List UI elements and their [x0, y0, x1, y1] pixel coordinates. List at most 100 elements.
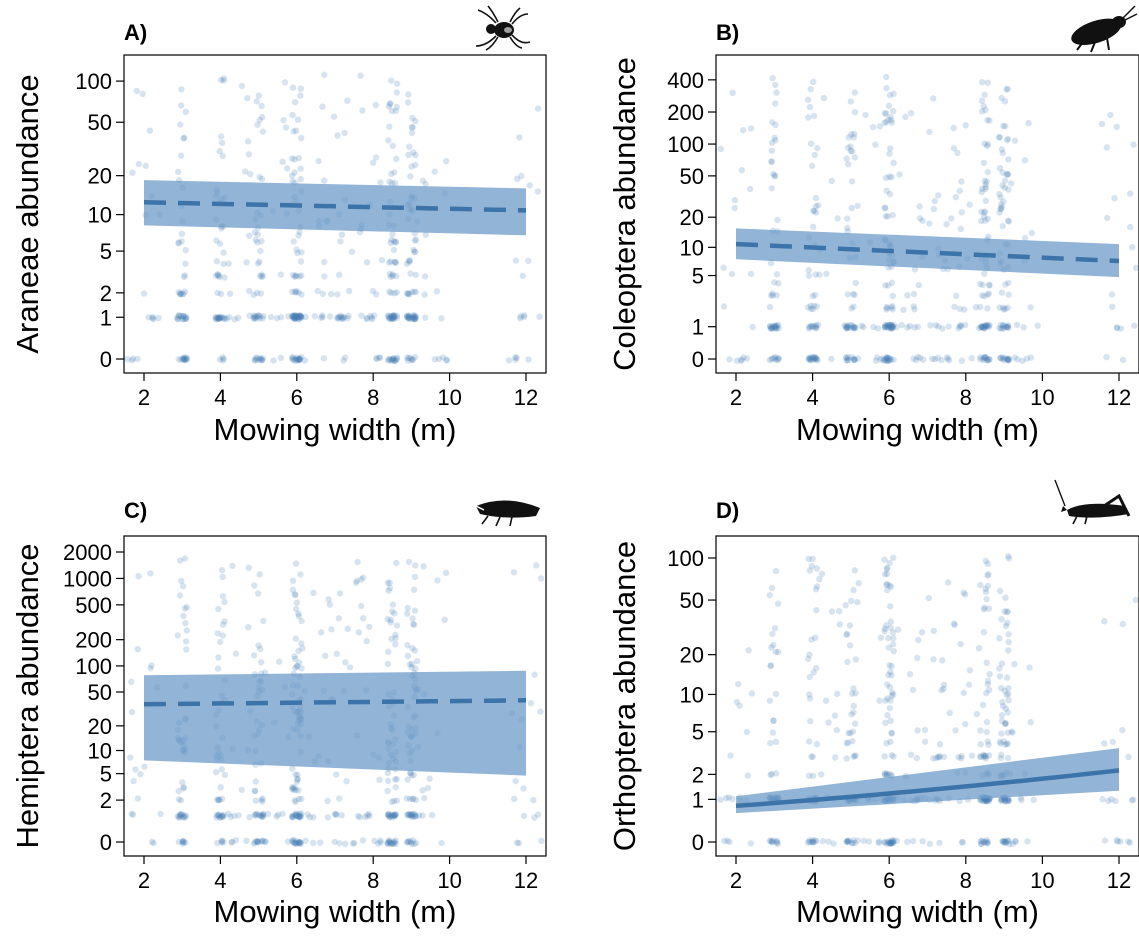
data-point	[914, 353, 921, 361]
data-point	[363, 259, 371, 266]
data-point	[215, 812, 222, 819]
data-point	[806, 354, 813, 361]
data-point	[983, 797, 990, 804]
data-point	[904, 292, 911, 299]
data-point	[385, 313, 392, 320]
x-axis-title: Mowing width (m)	[796, 412, 1039, 447]
data-point	[218, 133, 225, 140]
data-point	[406, 313, 413, 321]
data-point	[889, 629, 897, 636]
data-point	[885, 838, 893, 845]
data-point	[336, 271, 343, 278]
data-point	[181, 356, 188, 363]
data-point	[726, 356, 733, 363]
data-point	[377, 837, 384, 844]
data-point	[294, 356, 301, 363]
data-point	[769, 75, 776, 82]
x-axis-title: Mowing width (m)	[796, 894, 1039, 929]
data-point	[338, 812, 345, 819]
data-point	[811, 151, 818, 159]
data-point	[412, 813, 419, 820]
data-point	[258, 273, 266, 281]
data-point	[852, 324, 859, 332]
data-point	[768, 147, 776, 154]
data-point	[968, 355, 975, 362]
data-point	[883, 740, 890, 747]
data-point	[412, 288, 419, 296]
data-point	[886, 559, 893, 567]
data-point	[256, 258, 263, 265]
data-point	[982, 322, 989, 330]
data-point	[961, 306, 968, 313]
data-point	[850, 837, 857, 844]
data-point	[956, 187, 963, 195]
data-point	[850, 324, 857, 331]
data-point	[952, 727, 959, 734]
data-point	[390, 312, 397, 319]
data-point	[294, 775, 301, 783]
data-point	[980, 797, 988, 805]
data-point	[390, 356, 397, 363]
data-point	[296, 355, 303, 362]
data-point	[180, 316, 187, 323]
data-point	[848, 204, 855, 212]
data-point	[404, 290, 411, 297]
data-point	[845, 322, 852, 330]
data-point	[848, 322, 856, 329]
data-point	[393, 622, 401, 629]
data-point	[809, 839, 817, 846]
data-point	[999, 838, 1006, 845]
data-point	[843, 324, 850, 331]
data-point	[807, 355, 814, 362]
data-point	[219, 593, 227, 600]
data-point	[1003, 171, 1010, 178]
data-point	[232, 650, 240, 657]
data-point	[996, 165, 1004, 172]
data-point	[980, 356, 987, 364]
data-point	[888, 663, 895, 670]
data-point	[887, 738, 894, 745]
data-point	[291, 169, 298, 176]
data-point	[388, 313, 395, 320]
data-point	[298, 617, 305, 625]
data-point	[842, 602, 849, 609]
data-point	[981, 324, 988, 332]
data-point	[331, 838, 338, 846]
data-point	[805, 772, 813, 779]
data-point	[772, 325, 780, 332]
data-point	[256, 116, 263, 124]
data-point	[384, 357, 392, 364]
data-point	[534, 105, 542, 112]
data-point	[813, 565, 821, 572]
data-point	[221, 274, 228, 281]
data-point	[1107, 111, 1114, 119]
data-point	[815, 202, 822, 209]
data-point	[981, 752, 989, 760]
data-point	[389, 142, 396, 149]
data-point	[259, 798, 266, 805]
data-point	[391, 357, 399, 364]
data-point	[774, 321, 782, 328]
data-point	[1005, 357, 1012, 364]
data-point	[412, 151, 419, 159]
data-point	[289, 784, 296, 791]
y-tick-label: 20	[88, 714, 112, 739]
data-point	[1005, 697, 1012, 704]
data-point	[843, 322, 850, 329]
data-point	[214, 796, 221, 803]
panel-label: B)	[716, 20, 739, 45]
data-point	[888, 324, 895, 332]
data-point	[320, 355, 328, 362]
data-point	[980, 839, 987, 846]
data-point	[391, 258, 398, 266]
data-point	[1026, 664, 1033, 671]
data-point	[1002, 839, 1009, 846]
data-point	[344, 97, 351, 104]
data-point	[231, 812, 238, 819]
data-point	[982, 106, 989, 114]
data-point	[149, 314, 156, 322]
data-point	[140, 290, 148, 297]
data-point	[259, 837, 266, 844]
data-point	[767, 739, 774, 747]
data-point	[290, 839, 298, 846]
